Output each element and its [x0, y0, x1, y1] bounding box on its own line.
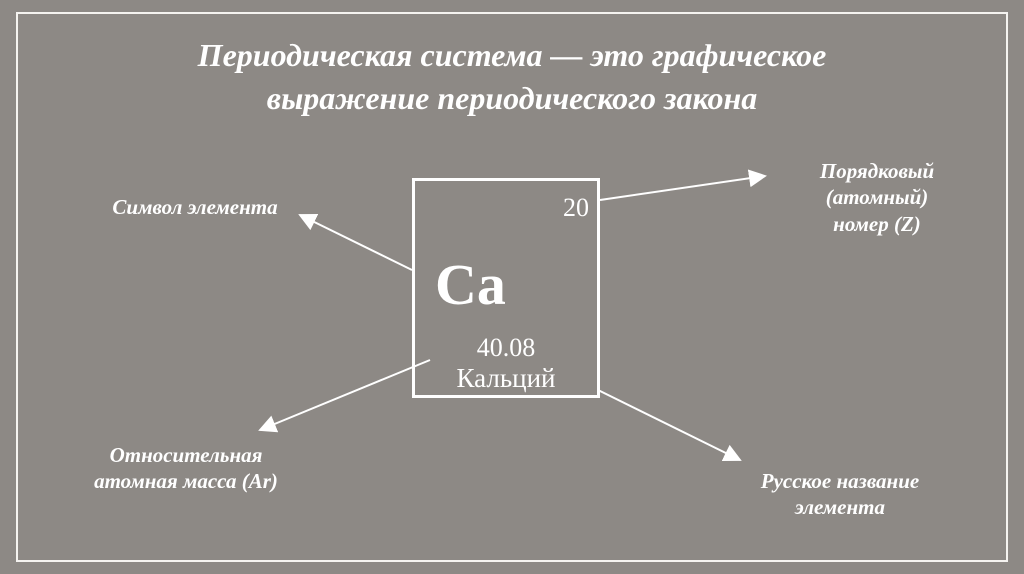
label-name-l2: элемента	[720, 494, 960, 520]
atomic-number: 20	[563, 193, 589, 223]
atomic-mass: 40.08	[415, 333, 597, 363]
label-atomic-mass: Относительная атомная масса (Ar)	[56, 442, 316, 495]
title-line2: выражение периодического закона	[0, 77, 1024, 120]
label-symbol-text: Символ элемента	[112, 195, 277, 219]
label-name-l1: Русское название	[720, 468, 960, 494]
label-number-l3: номер (Z)	[772, 211, 982, 237]
label-mass-l1: Относительная	[56, 442, 316, 468]
element-cell-box: 20 Ca 40.08 Кальций	[412, 178, 600, 398]
label-number-l2: (атомный)	[772, 184, 982, 210]
label-number-l1: Порядковый	[772, 158, 982, 184]
label-symbol: Символ элемента	[80, 194, 310, 220]
element-symbol: Ca	[435, 251, 506, 318]
element-name-ru: Кальций	[415, 363, 597, 394]
title-line1: Периодическая система — это графическое	[0, 34, 1024, 77]
slide-title: Периодическая система — это графическое …	[0, 34, 1024, 120]
label-atomic-number: Порядковый (атомный) номер (Z)	[772, 158, 982, 237]
label-mass-l2: атомная масса (Ar)	[56, 468, 316, 494]
label-element-name: Русское название элемента	[720, 468, 960, 521]
